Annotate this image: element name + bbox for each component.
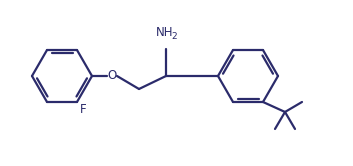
Text: F: F [80, 103, 86, 117]
Text: 2: 2 [171, 32, 177, 41]
Text: O: O [107, 69, 116, 82]
Text: NH: NH [156, 26, 174, 39]
